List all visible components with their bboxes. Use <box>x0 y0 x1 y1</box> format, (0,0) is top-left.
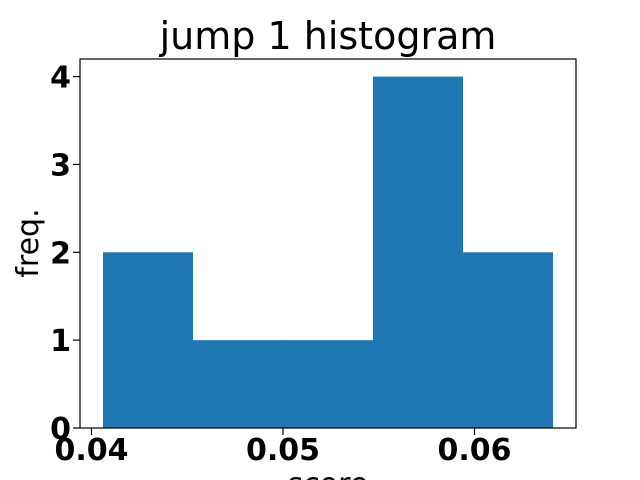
histogram-bar-4 <box>373 76 464 429</box>
histogram-bar-5 <box>463 252 554 428</box>
x-tick-label-2: 0.05 <box>246 433 320 468</box>
histogram-bar-1 <box>102 252 193 428</box>
plot-frame <box>79 58 577 429</box>
y-tick-label-1: 0 <box>50 412 71 447</box>
x-axis-label: score <box>288 467 369 480</box>
y-tick-label-4: 3 <box>50 148 71 183</box>
x-tick-label-3: 0.06 <box>437 433 511 468</box>
y-tick-label-2: 1 <box>50 324 71 359</box>
x-axis-ticks: 0.04 0.05 0.06 <box>54 428 512 468</box>
y-axis-ticks: 0 1 2 3 4 <box>50 61 80 447</box>
histogram-bar-2 <box>192 340 283 428</box>
histogram-bar-3 <box>282 340 374 428</box>
y-axis-label: freq. <box>11 208 46 277</box>
chart-title: jump 1 histogram <box>159 14 497 58</box>
bars-group <box>102 76 554 429</box>
x-tick-label-1: 0.04 <box>54 433 128 468</box>
y-tick-label-5: 4 <box>50 61 71 96</box>
y-tick-label-3: 2 <box>50 236 71 271</box>
